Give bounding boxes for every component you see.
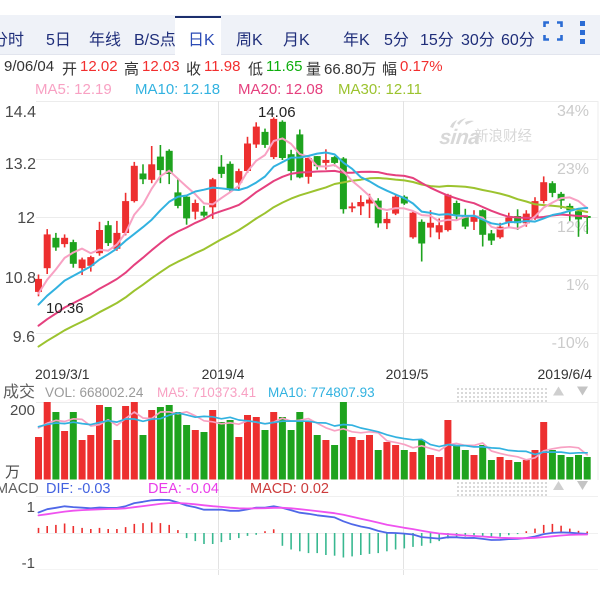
svg-text:DEA: -0.04: DEA: -0.04 [148, 481, 219, 497]
svg-text:MA10: 774807.93: MA10: 774807.93 [268, 385, 375, 400]
svg-text:2019/6/4: 2019/6/4 [538, 366, 593, 382]
svg-text:9.6: 9.6 [13, 329, 35, 346]
svg-text:12: 12 [17, 210, 35, 227]
svg-text:VOL: 668002.24: VOL: 668002.24 [45, 385, 144, 400]
svg-text:14.4: 14.4 [5, 104, 36, 121]
svg-text:200: 200 [10, 402, 35, 419]
svg-text:MACD: 0.02: MACD: 0.02 [250, 481, 329, 497]
svg-text:sina: sina [438, 126, 481, 149]
svg-text:新浪财经: 新浪财经 [474, 128, 532, 145]
svg-text:1: 1 [27, 499, 35, 516]
svg-text:13.2: 13.2 [5, 156, 36, 173]
svg-text:34%: 34% [557, 103, 589, 120]
svg-text:MACD: MACD [0, 481, 39, 497]
svg-text:10.36: 10.36 [46, 300, 84, 317]
svg-text:2019/4: 2019/4 [202, 366, 245, 382]
svg-text:-10%: -10% [552, 335, 589, 352]
svg-text:MA5: 710373.41: MA5: 710373.41 [157, 385, 256, 400]
svg-text:-1: -1 [22, 555, 35, 572]
svg-text:DIF: -0.03: DIF: -0.03 [46, 481, 110, 497]
svg-text:23%: 23% [557, 161, 589, 178]
svg-text:万: 万 [5, 464, 20, 481]
svg-text:12%: 12% [557, 219, 589, 236]
svg-text:10.8: 10.8 [5, 270, 36, 287]
svg-text:2019/3/1: 2019/3/1 [35, 366, 90, 382]
svg-text:成交: 成交 [3, 383, 35, 401]
svg-text:14.06: 14.06 [258, 104, 296, 121]
svg-text:1%: 1% [566, 277, 589, 294]
svg-text:2019/5: 2019/5 [386, 366, 429, 382]
